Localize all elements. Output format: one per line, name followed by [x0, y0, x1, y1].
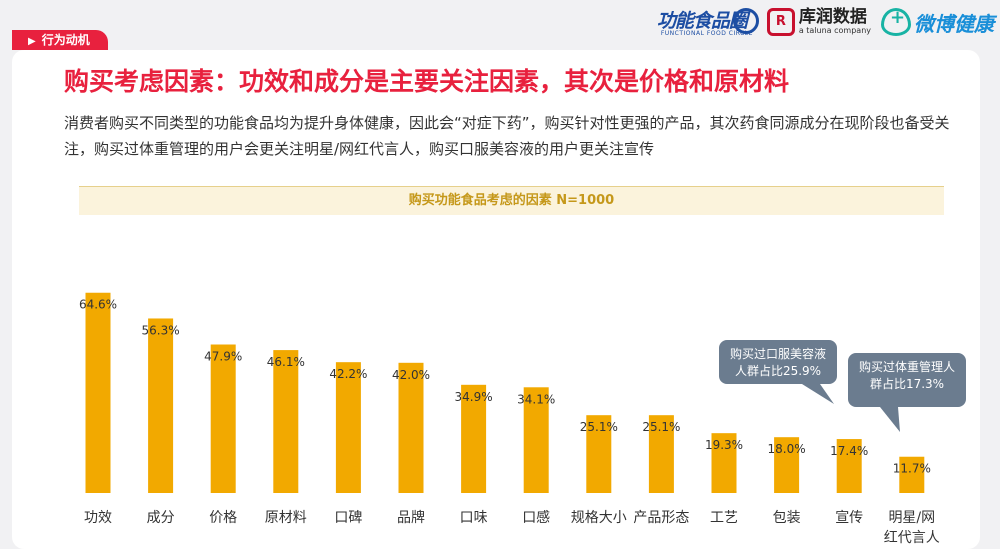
callout-pointer: [802, 384, 834, 404]
x-tick-label: 明星/网: [888, 510, 935, 526]
bar: [335, 362, 361, 493]
partner-logos: 功能食品圈 FUNCTIONAL FOOD CIRCLE R 库润数据 a ta…: [657, 2, 994, 42]
bar-value-label: 25.1%: [580, 420, 618, 434]
callout-weight-management: 购买过体重管理人群占比17.3%: [848, 353, 966, 407]
x-tick-label: 产品形态: [633, 510, 689, 526]
bar-value-label: 64.6%: [79, 298, 117, 312]
x-tick-label: 红代言人: [884, 530, 940, 546]
bar: [711, 433, 737, 493]
bar-value-label: 46.1%: [267, 355, 305, 369]
x-tick-label: 宣传: [835, 510, 863, 526]
bar: [85, 292, 111, 493]
x-tick-label: 品牌: [397, 509, 425, 526]
bar: [836, 439, 862, 493]
kantar-logo-sub: a taluna company: [798, 26, 871, 35]
x-tick-label: 功效: [84, 510, 112, 526]
ring-icon: [732, 8, 759, 34]
bar: [210, 344, 236, 493]
x-tick-label: 价格: [209, 510, 237, 526]
section-tag: ▶ 行为动机: [12, 30, 108, 50]
bar-value-label: 42.0%: [392, 368, 430, 382]
x-tick-label: 原材料: [265, 510, 307, 526]
x-tick-label: 口感: [522, 509, 550, 526]
x-tick-label: 规格大小: [571, 510, 627, 526]
bar-chart: 64.6% 功效 56.3% 成分 47.9% 价格 46.1% 原材料 42.2% 口碑 42.0…: [79, 292, 940, 546]
bar: [148, 318, 174, 493]
bar-value-label: 56.3%: [142, 323, 180, 337]
functional-food-logo-text: 功能食品圈: [656, 10, 748, 32]
chevron-right-icon: ▶: [28, 36, 36, 47]
bar: [774, 437, 800, 493]
x-tick-label: 工艺: [710, 510, 738, 526]
page-title: 购买考虑因素：功效和成分是主要关注因素，其次是价格和原材料: [64, 67, 790, 96]
bar-value-label: 11.7%: [893, 462, 931, 476]
x-tick-label: 成分: [147, 510, 175, 526]
bar: [586, 415, 612, 493]
bar-value-label: 25.1%: [642, 420, 680, 434]
bar: [273, 350, 299, 493]
functional-food-logo-subtext: FUNCTIONAL FOOD CIRCLE: [660, 30, 753, 37]
bar-value-label: 47.9%: [204, 350, 242, 364]
section-tag-label: 行为动机: [41, 33, 90, 47]
page-description: 消费者购买不同类型的功能食品均为提升身体健康，因此会“对症下药”，购买针对性更强…: [64, 114, 950, 158]
kantar-logo-name: 库润数据: [798, 7, 867, 27]
bar: [899, 456, 925, 493]
weibo-health-logo-text: 微博健康: [914, 11, 994, 36]
chart-title: 购买功能食品考虑的因素 N=1000: [79, 186, 944, 215]
bar: [648, 415, 674, 493]
content-card: 购买考虑因素：功效和成分是主要关注因素，其次是价格和原材料 消费者购买不同类型的…: [12, 50, 980, 549]
callout-oral-beauty: 购买过口服美容液人群占比25.9%: [719, 340, 837, 384]
callout-weight-management-text: 购买过体重管理人群占比17.3%: [858, 360, 955, 391]
bar: [461, 384, 487, 493]
weibo-health-logo: 微博健康: [881, 7, 994, 37]
x-tick-label: 口味: [460, 510, 488, 526]
bar-value-label: 19.3%: [705, 438, 743, 452]
kantar-mark-icon: R: [766, 8, 795, 36]
x-tick-label: 包装: [773, 510, 801, 526]
functional-food-circle-logo: 功能食品圈 FUNCTIONAL FOOD CIRCLE: [656, 4, 759, 40]
bar-value-label: 34.1%: [517, 392, 555, 406]
bar: [398, 362, 424, 493]
bar-value-label: 18.0%: [768, 442, 806, 456]
bar-value-label: 34.9%: [455, 390, 493, 404]
callout-pointer: [880, 407, 900, 432]
kantar-logo: R 库润数据 a taluna company: [766, 7, 871, 36]
heart-plus-icon: [881, 7, 911, 36]
bar: [523, 387, 549, 493]
bar-value-label: 17.4%: [830, 444, 868, 458]
x-tick-label: 口碑: [334, 510, 362, 526]
callout-oral-beauty-text: 购买过口服美容液人群占比25.9%: [729, 347, 826, 378]
bar-value-label: 42.2%: [329, 367, 367, 381]
